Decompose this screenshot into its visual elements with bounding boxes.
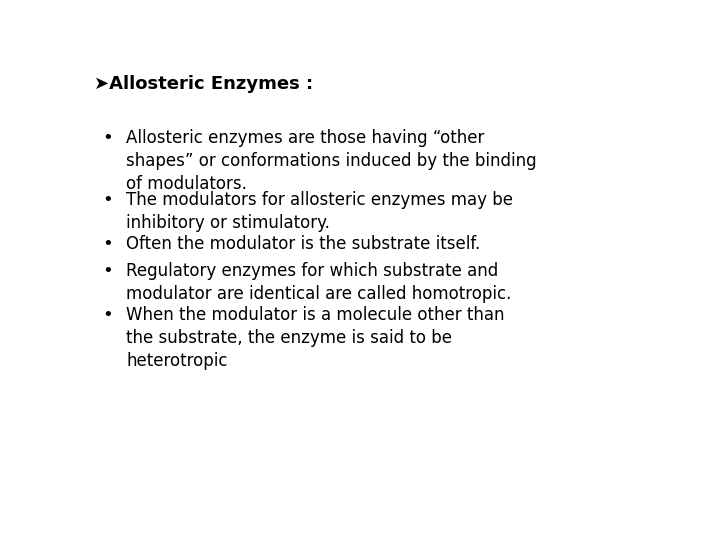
Text: ➤Allosteric Enzymes :: ➤Allosteric Enzymes : bbox=[94, 75, 314, 93]
Text: •: • bbox=[102, 191, 113, 209]
Text: •: • bbox=[102, 129, 113, 147]
Text: When the modulator is a molecule other than
the substrate, the enzyme is said to: When the modulator is a molecule other t… bbox=[126, 306, 505, 370]
Text: Regulatory enzymes for which substrate and
modulator are identical are called ho: Regulatory enzymes for which substrate a… bbox=[126, 262, 512, 303]
Text: The modulators for allosteric enzymes may be
inhibitory or stimulatory.: The modulators for allosteric enzymes ma… bbox=[126, 191, 513, 232]
Text: •: • bbox=[102, 235, 113, 253]
Text: •: • bbox=[102, 306, 113, 324]
Text: Allosteric enzymes are those having “other
shapes” or conformations induced by t: Allosteric enzymes are those having “oth… bbox=[126, 129, 537, 193]
Text: •: • bbox=[102, 262, 113, 280]
Text: Often the modulator is the substrate itself.: Often the modulator is the substrate its… bbox=[126, 235, 480, 253]
